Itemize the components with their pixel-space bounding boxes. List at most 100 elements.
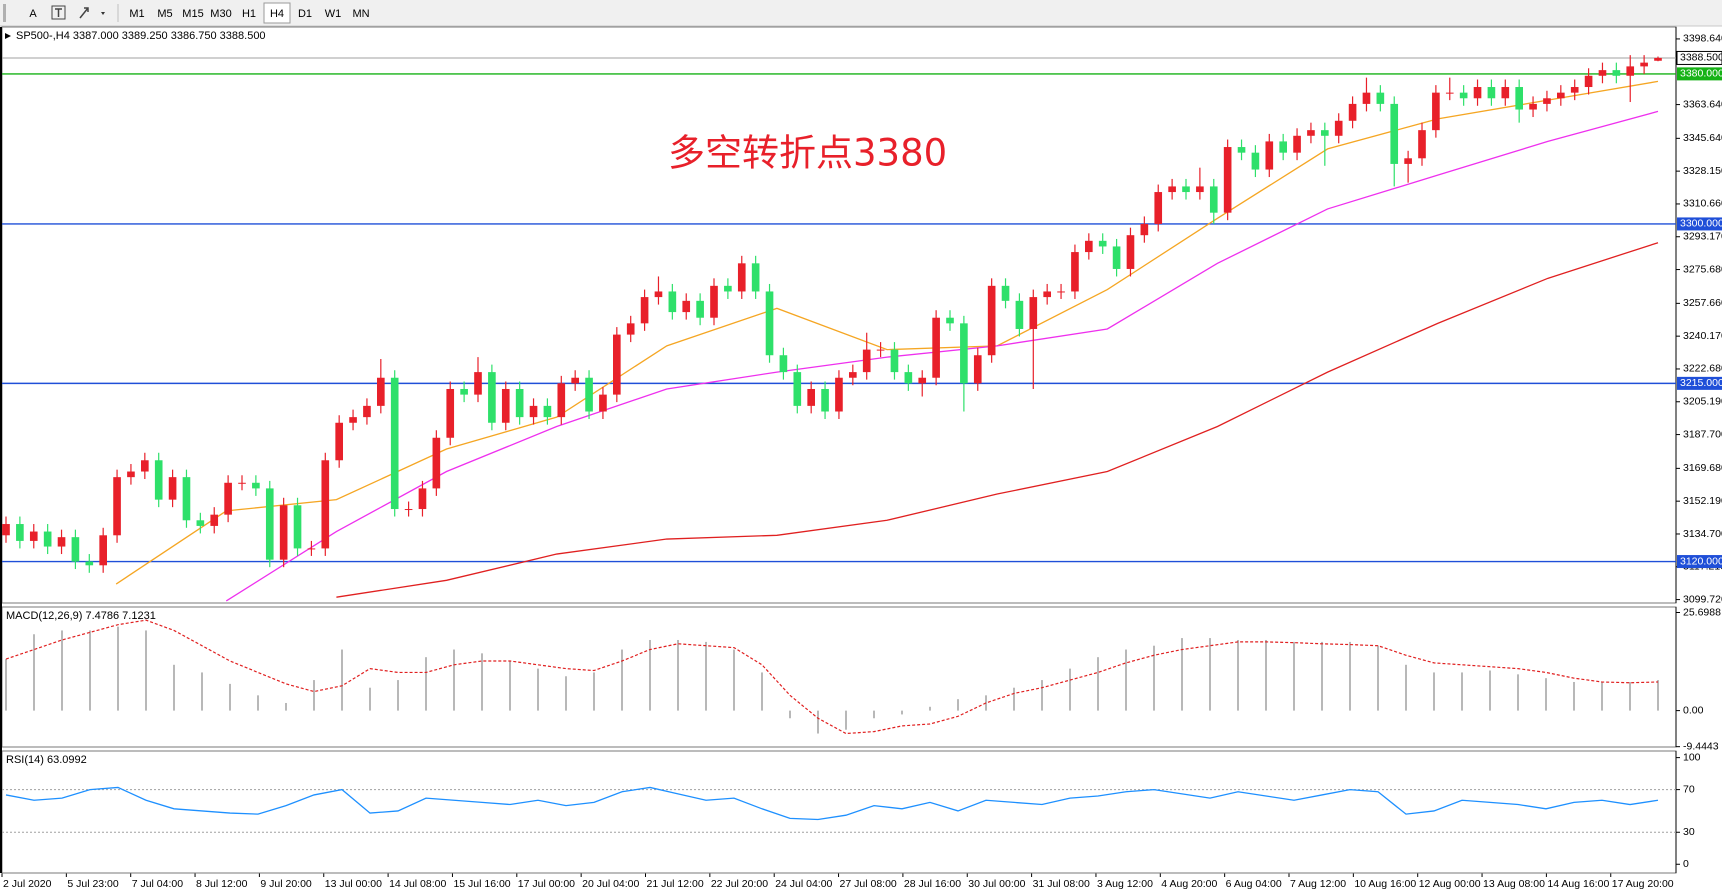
macd-bar [929, 706, 931, 711]
candle-body [1626, 66, 1635, 76]
candle-body [585, 377, 593, 412]
candle-body [85, 561, 94, 566]
candle-body [1307, 130, 1315, 136]
timeframe-button[interactable]: M15 [182, 8, 203, 20]
candle-body [57, 537, 66, 547]
candle-body [821, 388, 829, 412]
macd-bar [285, 702, 287, 711]
candle-body [1418, 130, 1426, 159]
timeframe-button[interactable]: W1 [325, 8, 342, 20]
macd-bar [397, 680, 399, 711]
x-tick-label: 24 Jul 04:00 [775, 878, 832, 890]
candle-body [1168, 186, 1176, 193]
timeframe-button[interactable]: MN [352, 8, 369, 20]
x-tick-label: 14 Aug 16:00 [1547, 878, 1609, 890]
text-tool[interactable]: A [29, 8, 37, 20]
macd-bar [1181, 638, 1183, 711]
pane-frame [1, 606, 1677, 748]
tool-icon-frame [51, 5, 66, 20]
tool-icon [79, 7, 89, 19]
candle-body [238, 482, 246, 484]
macd-bar [621, 649, 623, 711]
y-tick-label: 3328.150 [1683, 165, 1722, 177]
candle-body [529, 405, 538, 418]
text-label-tool[interactable] [51, 5, 66, 20]
candle-body [1140, 223, 1149, 236]
macd-bar [1153, 645, 1155, 711]
x-tick-label: 7 Jul 04:00 [132, 878, 184, 890]
candle-body [1196, 186, 1204, 193]
x-tick-label: 17 Jul 00:00 [518, 878, 575, 890]
macd-bar [1573, 681, 1575, 711]
candle-body [849, 372, 857, 378]
macd-bar [145, 630, 147, 711]
x-tick-label: 9 Jul 20:00 [260, 878, 312, 890]
macd-bar [1517, 674, 1519, 711]
timeframe-active [263, 2, 291, 24]
annotation: 多空转折点3380 [668, 132, 947, 175]
candle-body [432, 437, 441, 489]
candle-body [682, 300, 691, 313]
timeframe-button[interactable]: M1 [129, 8, 144, 20]
candle-body [196, 520, 205, 526]
level-label: 3380.000 [1680, 68, 1722, 80]
candle-body [1362, 92, 1371, 104]
candle-body [404, 509, 413, 511]
timeframe-button[interactable]: M5 [157, 8, 172, 20]
candle-body [168, 477, 177, 500]
macd-bar [1629, 681, 1631, 711]
candle-body [488, 372, 496, 423]
macd-bar [761, 672, 763, 711]
rsi-line [5, 786, 1659, 821]
macd-bar [173, 664, 175, 711]
indicator-header: RSI(14) 63.0992 [6, 754, 87, 766]
macd-bar [1237, 639, 1239, 711]
timeframe-button[interactable]: D1 [298, 8, 312, 20]
macd-bar [957, 699, 959, 711]
candle-body [446, 388, 455, 438]
candle-body [890, 349, 899, 373]
macd-bar [649, 639, 651, 711]
arrow-tool[interactable] [79, 7, 105, 19]
y-tick-label: 3187.700 [1683, 428, 1722, 440]
x-tick-label: 7 Aug 12:00 [1290, 878, 1346, 890]
toolbar-grip [3, 4, 6, 22]
macd-bar [1657, 680, 1659, 711]
candle-body [557, 383, 566, 418]
x-tick-label: 27 Jul 08:00 [840, 878, 897, 890]
level-tag [1677, 376, 1722, 390]
candle-body [515, 388, 524, 418]
timeframe-button[interactable]: H4 [270, 8, 284, 20]
macd-bar [1405, 664, 1407, 711]
timeframe-button[interactable]: H1 [242, 8, 256, 20]
candle-body [1071, 252, 1079, 292]
candle-body [418, 488, 427, 510]
candle-body [2, 524, 10, 536]
y-tick-label: 3310.660 [1683, 198, 1722, 210]
x-tick-label: 21 Jul 12:00 [647, 878, 704, 890]
candle-body [127, 471, 135, 478]
candle-body [1223, 147, 1232, 213]
y-tick-label: 3169.680 [1683, 462, 1722, 474]
bid-label: 3388.500 [1680, 52, 1722, 64]
macd-bar [1041, 680, 1043, 711]
level-tag [1677, 555, 1722, 569]
macd-bar [425, 657, 427, 711]
candle-body [16, 524, 24, 541]
candle-body [363, 405, 371, 418]
candle-body [349, 417, 357, 423]
candle-body [626, 323, 635, 335]
x-tick-label: 15 Jul 16:00 [453, 878, 510, 890]
candle-body [1321, 130, 1329, 136]
candle-body [960, 323, 968, 384]
signal-line [5, 619, 1659, 735]
macd-bar [901, 710, 903, 715]
y-tick-label: 3293.170 [1683, 231, 1722, 243]
x-tick-label: 17 Aug 20:00 [1612, 878, 1674, 890]
y-tick-label: 3257.660 [1683, 297, 1722, 309]
candle-body [724, 285, 732, 292]
timeframe-button[interactable]: M30 [210, 8, 231, 20]
macd-bar [1069, 668, 1071, 711]
candle-body [599, 394, 607, 412]
